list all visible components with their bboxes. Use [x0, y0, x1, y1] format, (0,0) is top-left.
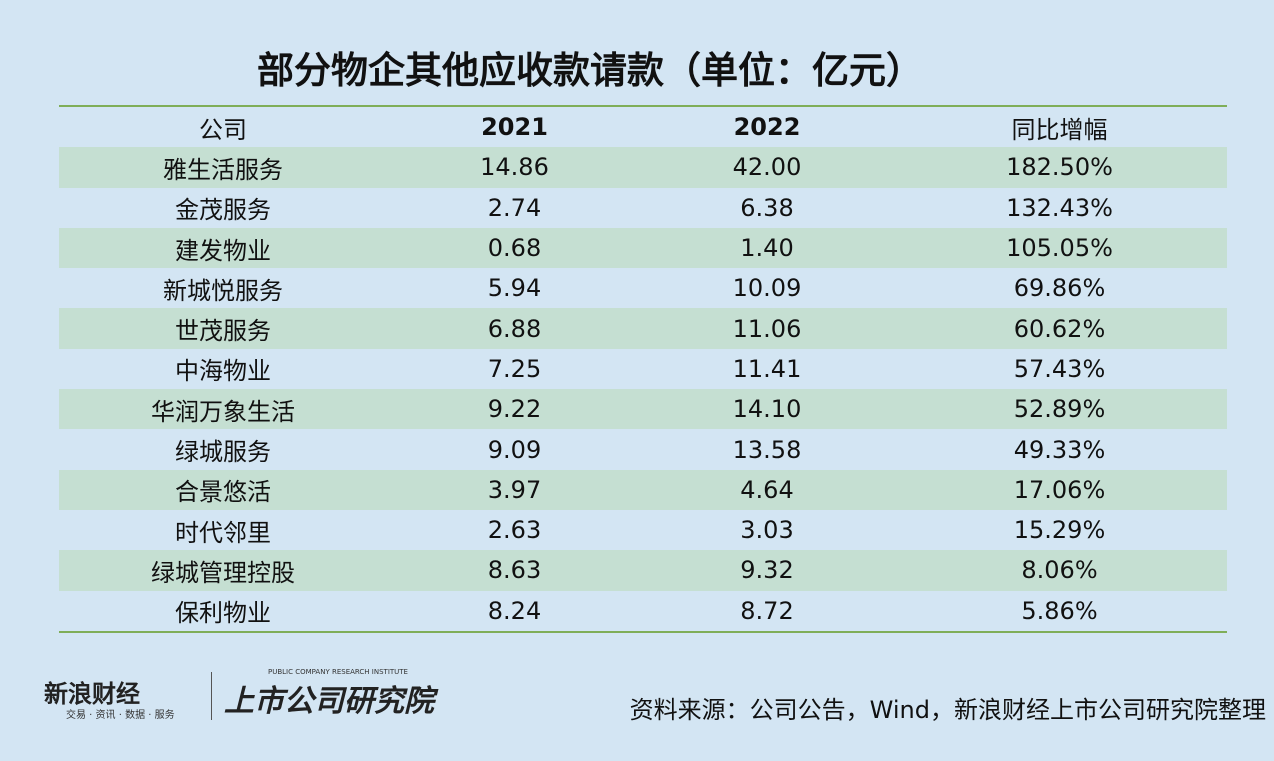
table-cell: 11.41 — [732, 354, 802, 383]
table-cell: 8.24 — [487, 596, 542, 625]
table-row: 新城悦服务 5.94 10.09 69.86% — [59, 268, 1227, 308]
table-cell: 10.09 — [732, 274, 802, 303]
table-cell: 5.86% — [1021, 596, 1098, 625]
table-cell: 13.58 — [732, 435, 802, 464]
table-cell: 3.03 — [740, 516, 794, 545]
table: 公司 2021 2022 同比增幅雅生活服务 14.86 42.00 182.50% 金茂服务… — [59, 105, 1227, 633]
table-row: 绿城管理控股 8.63 9.32 8.06% — [59, 550, 1227, 591]
logo-sina-sub: 交易 · 资讯 · 数据 · 服务 — [66, 710, 175, 721]
table-cell: 世茂服务 — [175, 317, 271, 346]
table-cell: 52.89% — [1013, 395, 1106, 424]
table-cell: 2.74 — [487, 193, 542, 222]
table-cell: 金茂服务 — [175, 196, 271, 225]
table-cell: 2.63 — [487, 516, 542, 545]
column-header: 同比增幅 — [1011, 115, 1108, 144]
table-cell: 合景悠活 — [175, 478, 271, 507]
table-cell: 绿城服务 — [175, 438, 271, 467]
table-cell: 42.00 — [732, 153, 802, 182]
table-cell: 7.25 — [487, 354, 542, 383]
table-cell: 105.05% — [1006, 234, 1113, 263]
table-cell: 绿城管理控股 — [151, 558, 295, 587]
table-cell: 0.68 — [487, 234, 542, 263]
table-cell: 8.06% — [1021, 556, 1098, 585]
table-cell: 1.40 — [740, 234, 794, 263]
table-cell: 保利物业 — [175, 599, 271, 628]
table-row: 金茂服务 2.74 6.38 132.43% — [59, 188, 1227, 228]
table-row: 中海物业 7.25 11.41 57.43% — [59, 349, 1227, 389]
table-cell: 9.22 — [487, 395, 542, 424]
table-row: 华润万象生活 9.22 14.10 52.89% — [59, 389, 1227, 430]
table-cell: 6.88 — [487, 314, 542, 343]
logo-institute-en: PUBLIC COMPANY RESEARCH INSTITUTE — [268, 668, 408, 676]
table-cell: 14.86 — [480, 153, 549, 182]
column-header: 2021 — [481, 113, 548, 142]
table-cell: 132.43% — [1006, 193, 1113, 222]
table-cell: 11.06 — [732, 314, 802, 343]
table-cell: 15.29% — [1013, 516, 1106, 545]
table-cell: 建发物业 — [175, 236, 271, 265]
logo-sina: 新浪财经 — [44, 680, 140, 708]
table-row: 雅生活服务 14.86 42.00 182.50% — [59, 147, 1227, 188]
table-cell: 17.06% — [1013, 475, 1106, 504]
table-cell: 8.63 — [487, 556, 542, 585]
table-cell: 时代邻里 — [175, 518, 271, 547]
table-cell: 69.86% — [1013, 274, 1106, 303]
title: 部分物企其他应收款请款（单位：亿元） — [257, 49, 923, 92]
column-header: 2022 — [733, 113, 801, 142]
table-cell: 5.94 — [487, 274, 542, 303]
table-cell: 6.38 — [740, 193, 794, 222]
table-cell: 14.10 — [732, 395, 802, 424]
table-row: 绿城服务 9.09 13.58 49.33% — [59, 429, 1227, 469]
table-cell: 雅生活服务 — [163, 155, 283, 184]
table-row: 合景悠活 3.97 4.64 17.06% — [59, 469, 1227, 510]
table-cell: 华润万象生活 — [151, 397, 295, 426]
table-cell: 3.97 — [487, 475, 542, 504]
table-cell: 中海物业 — [175, 357, 271, 386]
table-row: 时代邻里 2.63 3.03 15.29% — [59, 510, 1227, 550]
table-cell: 9.32 — [740, 556, 794, 585]
source-note: 资料来源：公司公告，Wind，新浪财经上市公司研究院整理 — [629, 696, 1266, 724]
logo-separator — [211, 672, 212, 720]
table-cell: 9.09 — [487, 435, 542, 464]
table-cell: 182.50% — [1006, 153, 1113, 182]
table-cell: 60.62% — [1013, 314, 1106, 343]
column-header: 公司 — [199, 115, 247, 144]
table-row: 建发物业 0.68 1.40 105.05% — [59, 227, 1227, 269]
table-cell: 新城悦服务 — [163, 276, 283, 305]
table-cell: 4.64 — [740, 475, 794, 504]
table-cell: 49.33% — [1013, 435, 1106, 464]
table-cell: 57.43% — [1013, 354, 1106, 383]
table-row: 保利物业 8.24 8.72 5.86% — [59, 591, 1227, 631]
table-cell: 8.72 — [740, 596, 794, 625]
header-row: 公司 2021 2022 同比增幅 — [59, 107, 1227, 147]
logo-institute: 上市公司研究院 — [224, 684, 434, 719]
table-row: 世茂服务 6.88 11.06 60.62% — [59, 308, 1227, 349]
